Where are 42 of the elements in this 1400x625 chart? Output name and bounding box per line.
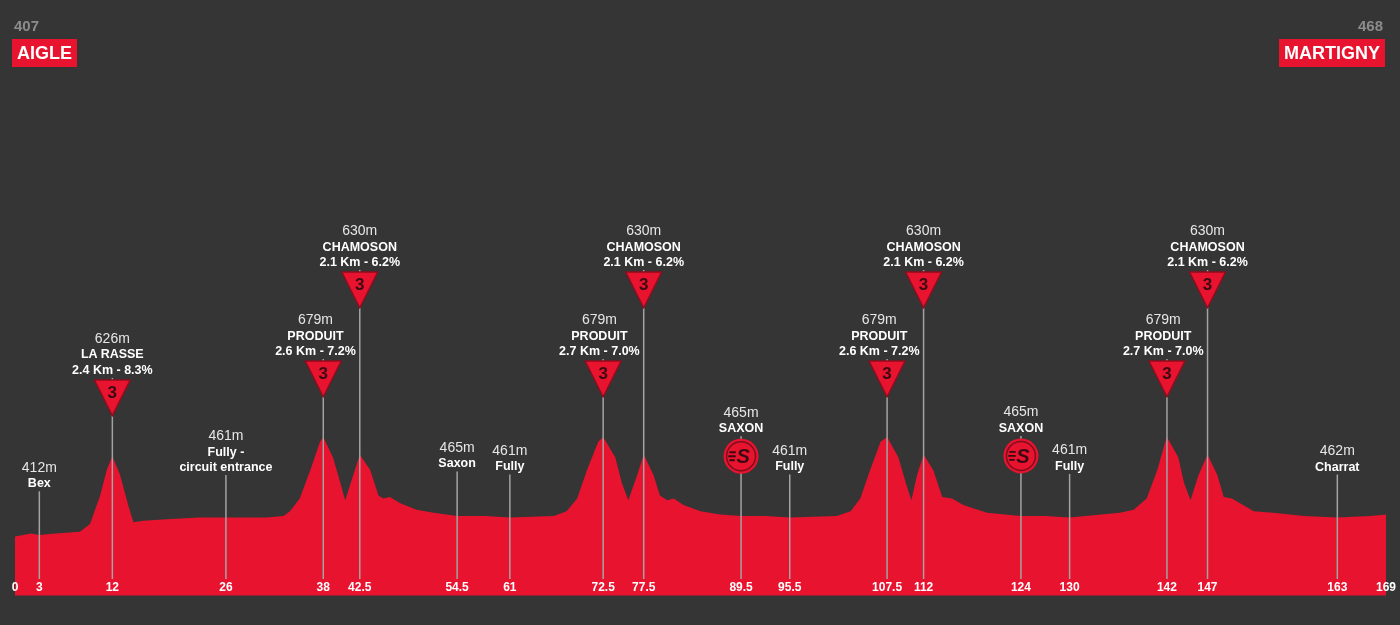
x-tick-label: 42.5 — [348, 580, 372, 594]
ref-line-label: 461m Fully — [772, 441, 808, 474]
ref-line-label: 461m Fully — [1052, 441, 1088, 473]
x-tick-label: 26 — [219, 580, 233, 594]
ref-line-label: 626m LA RASSE 2.4 Km - 8.3% 3 — [72, 329, 153, 402]
ref-line-label: 630m CHAMOSON 2.1 Km - 6.2% 3 — [883, 222, 964, 294]
x-tick-label: 124 — [1010, 580, 1032, 594]
x-tick-label: 72.5 — [591, 580, 616, 594]
text: AIGLE — [12, 39, 78, 67]
ref-line-label: 630m CHAMOSON 2.1 Km - 6.2% 3 — [1167, 222, 1248, 294]
ref-line-label: 679m PRODUIT 2.7 Km - 7.0% 3 — [559, 311, 640, 383]
ref-line-label: 461m Fully - circuit entrance — [179, 427, 273, 475]
x-tick-label: 130 — [1059, 580, 1080, 594]
x-tick-label: 54.5 — [445, 580, 470, 594]
ref-line-label: 465m SAXON S — [998, 403, 1044, 467]
x-tick-label: 61 — [503, 580, 517, 594]
text: 407 — [14, 17, 40, 34]
ref-line-label: 679m PRODUIT 2.7 Km - 7.0% 3 — [1122, 311, 1204, 383]
x-tick-label: 169 — [1375, 580, 1397, 594]
x-tick-label: 3 — [35, 580, 43, 594]
x-tick-label: 89.5 — [729, 580, 754, 594]
x-tick-label: 112 — [913, 580, 934, 594]
ref-line-label: 679m PRODUIT 2.6 Km - 7.2% 3 — [275, 311, 356, 383]
ref-line-label: 462m Charrat — [1315, 442, 1361, 474]
ref-line-label: 461m Fully — [492, 441, 528, 474]
text: 468 — [1357, 17, 1383, 34]
ref-line-label: 630m CHAMOSON 2.1 Km - 6.2% 3 — [603, 222, 685, 294]
ref-line-label: 679m PRODUIT 2.6 Km - 7.2% 3 — [839, 311, 920, 383]
ref-line-label: 465m SAXON S — [718, 403, 764, 468]
x-tick-label: 38 — [316, 580, 331, 594]
x-tick-label: 12 — [105, 580, 120, 594]
x-tick-label: 147 — [1197, 580, 1218, 594]
x-tick-label: 95.5 — [778, 580, 802, 594]
x-tick-label: 0 — [11, 580, 19, 594]
x-tick-label: 107.5 — [872, 580, 903, 594]
x-tick-label: 163 — [1327, 580, 1348, 594]
ref-line-label: 412m Bex — [21, 458, 57, 491]
ref-line-label: 465m Saxon — [438, 438, 476, 471]
ref-line-label: 630m CHAMOSON 2.1 Km - 6.2% 3 — [319, 222, 401, 294]
x-tick-label: 77.5 — [632, 580, 656, 594]
text: MARTIGNY — [1279, 39, 1385, 67]
x-tick-label: 142 — [1156, 580, 1178, 594]
